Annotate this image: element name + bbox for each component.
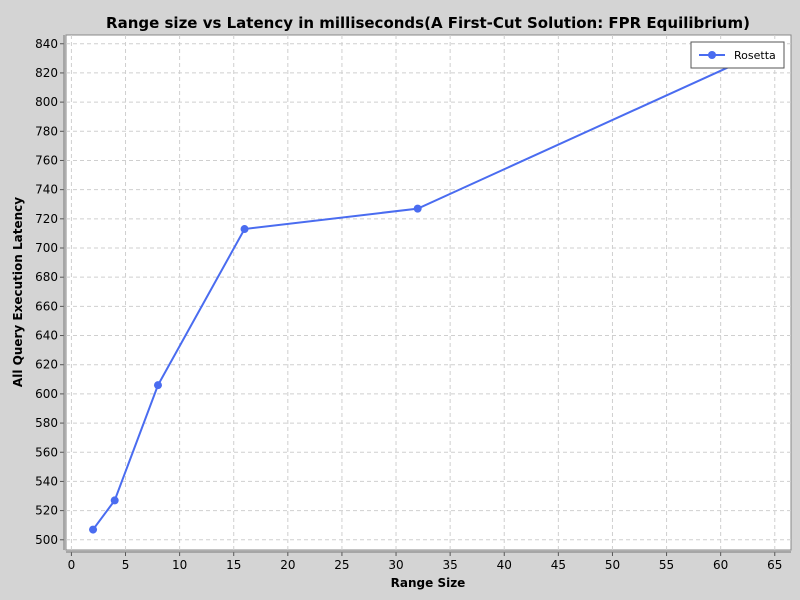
y-tick-label: 700 — [35, 241, 58, 255]
y-tick-label: 740 — [35, 183, 58, 197]
y-tick-label: 680 — [35, 270, 58, 284]
data-point — [110, 496, 119, 505]
axes: 0 5 10 15 20 25 30 35 40 45 50 55 60 65 500 520 540 560 58… — [35, 35, 791, 572]
x-tick-label: 45 — [551, 558, 566, 572]
x-tick-label: 60 — [713, 558, 728, 572]
y-tick-label: 720 — [35, 212, 58, 226]
y-tick-label: 540 — [35, 474, 58, 488]
y-tick-label: 640 — [35, 329, 58, 343]
y-tick-label: 560 — [35, 445, 58, 459]
y-tick-label: 820 — [35, 66, 58, 80]
x-tick-label: 65 — [767, 558, 782, 572]
y-axis-label: All Query Execution Latency — [11, 197, 25, 387]
y-tick-label: 760 — [35, 153, 58, 167]
y-tick-label: 520 — [35, 504, 58, 518]
x-tick-label: 15 — [226, 558, 241, 572]
chart-title: Range size vs Latency in milliseconds(A … — [106, 14, 750, 32]
data-point — [413, 204, 422, 213]
y-tick-label: 500 — [35, 533, 58, 547]
x-tick-label: 55 — [659, 558, 674, 572]
x-tick-label: 5 — [122, 558, 130, 572]
x-tick-label: 40 — [497, 558, 512, 572]
legend-marker — [708, 51, 716, 59]
y-tick-label: 780 — [35, 124, 58, 138]
series-layer — [89, 47, 768, 534]
x-tick-label: 25 — [334, 558, 349, 572]
x-tick-label: 50 — [605, 558, 620, 572]
y-tick-label: 660 — [35, 299, 58, 313]
y-tick-label: 600 — [35, 387, 58, 401]
x-tick-label: 0 — [68, 558, 76, 572]
legend-label: Rosetta — [734, 49, 776, 62]
y-tick-label: 800 — [35, 95, 58, 109]
grid-lines — [66, 35, 791, 550]
data-point — [153, 381, 162, 390]
data-point — [89, 525, 98, 534]
series-line-rosetta — [92, 50, 765, 531]
x-tick-label: 10 — [172, 558, 187, 572]
plot-area — [65, 34, 792, 551]
legend: Rosetta — [690, 41, 785, 69]
x-tick-label: 20 — [280, 558, 295, 572]
data-point — [240, 225, 249, 234]
x-tick-label: 35 — [443, 558, 458, 572]
y-tick-label: 840 — [35, 37, 58, 51]
x-tick-label: 30 — [388, 558, 403, 572]
y-tick-label: 620 — [35, 358, 58, 372]
y-tick-label: 580 — [35, 416, 58, 430]
x-axis-label: Range Size — [391, 576, 466, 590]
